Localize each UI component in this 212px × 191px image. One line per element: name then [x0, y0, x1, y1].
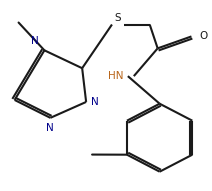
Text: S: S	[115, 13, 121, 23]
Text: N: N	[31, 36, 39, 46]
Text: N: N	[91, 97, 99, 107]
Text: HN: HN	[108, 71, 124, 81]
Text: O: O	[199, 32, 208, 41]
Text: N: N	[46, 123, 54, 133]
